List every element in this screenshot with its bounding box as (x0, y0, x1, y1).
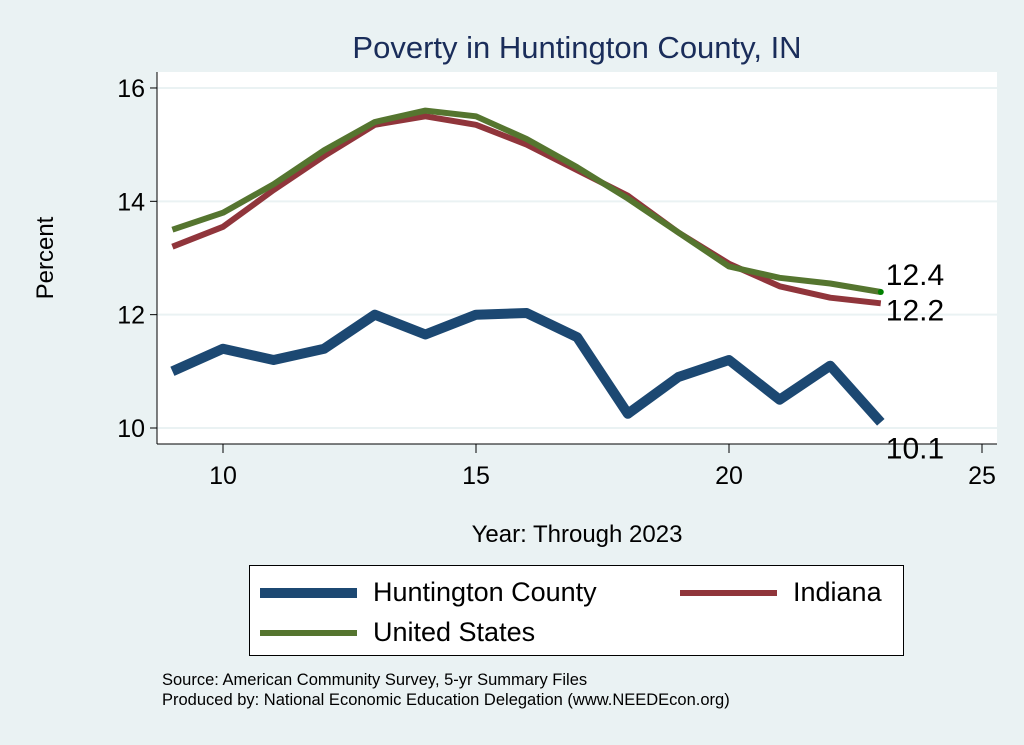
legend-item-indiana: Indiana (680, 577, 882, 608)
y-tick-label: 12 (117, 302, 145, 330)
series-huntington-county (170, 308, 885, 426)
legend-label: Indiana (793, 577, 882, 607)
end-value-label: 10.1 (886, 432, 944, 465)
y-tick-label: 16 (117, 75, 145, 103)
produced-by-note: Produced by: National Economic Education… (162, 691, 730, 709)
legend-label: United States (373, 617, 536, 647)
x-tick-label: 20 (715, 462, 743, 490)
legend-swatch-indiana (680, 589, 777, 596)
y-axis-label: Percent (32, 216, 59, 299)
x-tick-label: 10 (209, 462, 237, 490)
end-value-label: 12.4 (886, 259, 944, 292)
plot-area (157, 72, 997, 444)
y-tick-label: 14 (117, 188, 145, 216)
legend-swatch-huntington (260, 587, 357, 598)
x-axis-label: Year: Through 2023 (472, 521, 683, 548)
legend-label: Huntington County (373, 577, 597, 607)
source-note: Source: American Community Survey, 5-yr … (162, 671, 588, 689)
legend-item-united-states: United States (260, 617, 535, 648)
series-united-states (171, 107, 882, 295)
end-value-label: 12.2 (886, 294, 944, 327)
series-indiana (171, 113, 882, 307)
poverty-line-chart: Poverty in Huntington County, IN 10 12 14 1… (32, 30, 997, 548)
legend-item-huntington-county: Huntington County (260, 577, 597, 608)
chart-title: Poverty in Huntington County, IN (352, 30, 801, 65)
y-tick-label: 10 (117, 415, 145, 443)
legend-swatch-us (260, 629, 357, 636)
us-end-marker (877, 288, 884, 295)
x-tick-label: 25 (968, 462, 996, 490)
legend: Huntington County Indiana United States (249, 565, 904, 656)
x-tick-label: 15 (462, 462, 490, 490)
